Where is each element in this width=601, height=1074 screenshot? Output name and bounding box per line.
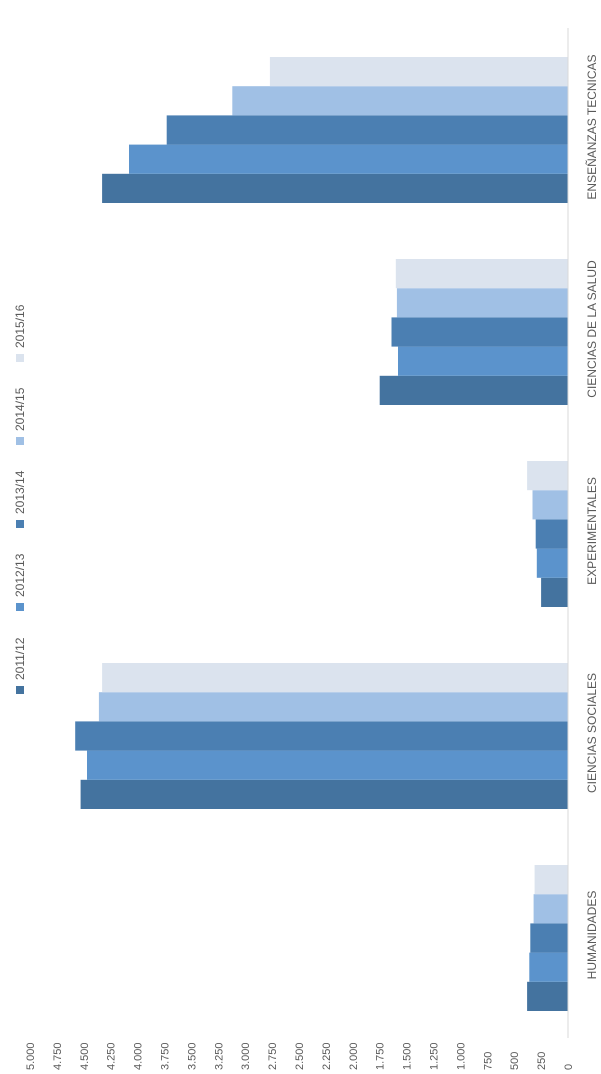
value-tick-label: 5.000 xyxy=(25,1042,37,1070)
category-label: EXPERIMENTALES xyxy=(585,477,599,585)
bar-enseñanzas-tecnicas-2011-12 xyxy=(102,173,568,203)
bar-experimentales-2014-15 xyxy=(532,490,568,520)
legend-label: 2011/12 xyxy=(13,637,27,680)
bar-enseñanzas-tecnicas-2013-14 xyxy=(166,115,568,145)
bar-enseñanzas-tecnicas-2014-15 xyxy=(232,86,569,116)
bar-ciencias-sociales-2015-16 xyxy=(102,663,568,693)
value-tick-label: 2.000 xyxy=(348,1042,360,1070)
category-label: CIENCIAS SOCIALES xyxy=(585,673,599,793)
bar-ciencias-sociales-2011-12 xyxy=(80,779,568,809)
legend-swatch xyxy=(16,520,24,528)
value-tick-label: 2.500 xyxy=(294,1042,306,1070)
bar-experimentales-2012-13 xyxy=(536,548,568,578)
bar-ciencias-de-la-salud-2012-13 xyxy=(398,346,568,376)
legend-swatch xyxy=(16,686,24,694)
bar-ciencias-de-la-salud-2011-12 xyxy=(379,375,568,405)
value-tick-label: 2.250 xyxy=(321,1042,333,1070)
value-tick-label: 500 xyxy=(509,1052,521,1070)
bars-layer xyxy=(75,57,569,1011)
bar-experimentales-2011-12 xyxy=(541,577,568,607)
value-tick-label: 3.500 xyxy=(186,1042,198,1070)
category-label: HUMANIDADES xyxy=(585,891,599,980)
bar-enseñanzas-tecnicas-2012-13 xyxy=(129,144,568,174)
bar-ciencias-sociales-2013-14 xyxy=(75,721,568,751)
value-tick-label: 1.750 xyxy=(375,1042,387,1070)
category-label: CIENCIAS DE LA SALUD xyxy=(585,260,599,398)
bar-ciencias-sociales-2014-15 xyxy=(98,692,569,722)
bar-humanidades-2013-14 xyxy=(530,923,568,953)
bar-humanidades-2011-12 xyxy=(527,981,568,1011)
bar-experimentales-2013-14 xyxy=(535,519,568,549)
legend-label: 2012/13 xyxy=(13,553,27,597)
legend-label: 2013/14 xyxy=(13,470,27,514)
legend-label: 2014/15 xyxy=(13,387,27,431)
bar-ciencias-de-la-salud-2013-14 xyxy=(391,317,568,347)
value-tick-label: 2.750 xyxy=(267,1042,279,1070)
value-tick-label: 250 xyxy=(536,1052,548,1070)
category-axis: HUMANIDADES CIENCIAS SOCIALES EXPERIMENTAL… xyxy=(585,54,599,979)
value-tick-label: 3.750 xyxy=(160,1042,172,1070)
value-tick-label: 4.250 xyxy=(106,1042,118,1070)
bar-ciencias-de-la-salud-2015-16 xyxy=(395,259,568,289)
bar-humanidades-2014-15 xyxy=(533,894,568,924)
value-tick-label: 1.000 xyxy=(455,1042,467,1070)
value-tick-label: 4.750 xyxy=(52,1042,64,1070)
value-axis: 0 250 500 750 1.000 1.250 1.500 1.750 2.000 2.250… xyxy=(25,28,575,1070)
legend-swatch xyxy=(16,603,24,611)
value-tick-label: 1.500 xyxy=(402,1042,414,1070)
legend-swatch xyxy=(16,437,24,445)
value-tick-label: 0 xyxy=(563,1064,575,1070)
bar-enseñanzas-tecnicas-2015-16 xyxy=(269,57,568,87)
value-tick-label: 1.250 xyxy=(429,1042,441,1070)
legend-swatch xyxy=(16,354,24,362)
bar-ciencias-sociales-2012-13 xyxy=(87,750,568,780)
legend-label: 2015/16 xyxy=(13,304,27,348)
bar-humanidades-2012-13 xyxy=(529,952,568,982)
bar-experimentales-2015-16 xyxy=(527,461,568,491)
category-label: ENSEÑANZAS TECNICAS xyxy=(585,54,599,199)
bar-humanidades-2015-16 xyxy=(534,865,568,895)
value-tick-label: 4.000 xyxy=(133,1042,145,1070)
legend: 2011/12 2012/13 2013/14 2014/15 2015/16 xyxy=(13,304,27,694)
bar-ciencias-de-la-salud-2014-15 xyxy=(396,288,568,318)
value-tick-label: 3.000 xyxy=(240,1042,252,1070)
value-tick-label: 3.250 xyxy=(213,1042,225,1070)
value-tick-label: 750 xyxy=(482,1052,494,1070)
value-tick-label: 4.500 xyxy=(79,1042,91,1070)
